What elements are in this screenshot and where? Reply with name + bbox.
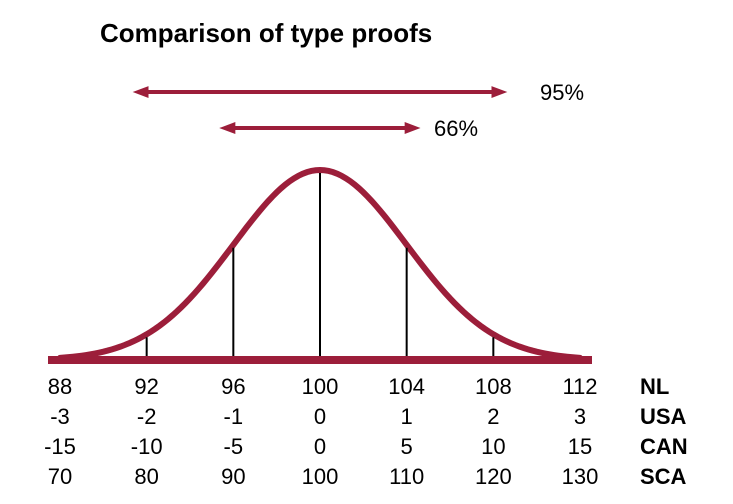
range-label-95: 95% [540, 80, 584, 106]
bell-curve-chart [0, 0, 733, 504]
axis-label: 108 [475, 374, 512, 400]
axis-label: -15 [44, 434, 76, 460]
axis-row-name-can: CAN [640, 434, 688, 460]
axis-label: 80 [134, 464, 158, 490]
axis-label: 112 [562, 374, 597, 400]
axis-label: 100 [302, 464, 339, 490]
axis-label: -10 [131, 434, 163, 460]
axis-label: 120 [475, 464, 512, 490]
axis-label: 100 [302, 374, 339, 400]
axis-label: 130 [562, 464, 599, 490]
axis-label: -2 [137, 404, 157, 430]
axis-label: -1 [224, 404, 244, 430]
axis-label: 92 [134, 374, 158, 400]
axis-label: 70 [48, 464, 72, 490]
axis-label: 15 [568, 434, 592, 460]
axis-label: 90 [221, 464, 245, 490]
range-label-66: 66% [434, 116, 478, 142]
axis-label: 96 [221, 374, 245, 400]
axis-label: 0 [314, 434, 326, 460]
axis-label: 3 [574, 404, 586, 430]
axis-row-name-nl: NL [640, 374, 669, 400]
axis-label: -5 [224, 434, 244, 460]
axis-label: 88 [48, 374, 72, 400]
axis-label: 110 [389, 464, 424, 490]
axis-label: 104 [388, 374, 425, 400]
axis-label: 5 [401, 434, 413, 460]
axis-row-name-sca: SCA [640, 464, 686, 490]
axis-label: 10 [481, 434, 505, 460]
axis-label: 2 [487, 404, 499, 430]
axis-row-name-usa: USA [640, 404, 686, 430]
axis-label: -3 [50, 404, 70, 430]
axis-label: 1 [401, 404, 413, 430]
axis-label: 0 [314, 404, 326, 430]
